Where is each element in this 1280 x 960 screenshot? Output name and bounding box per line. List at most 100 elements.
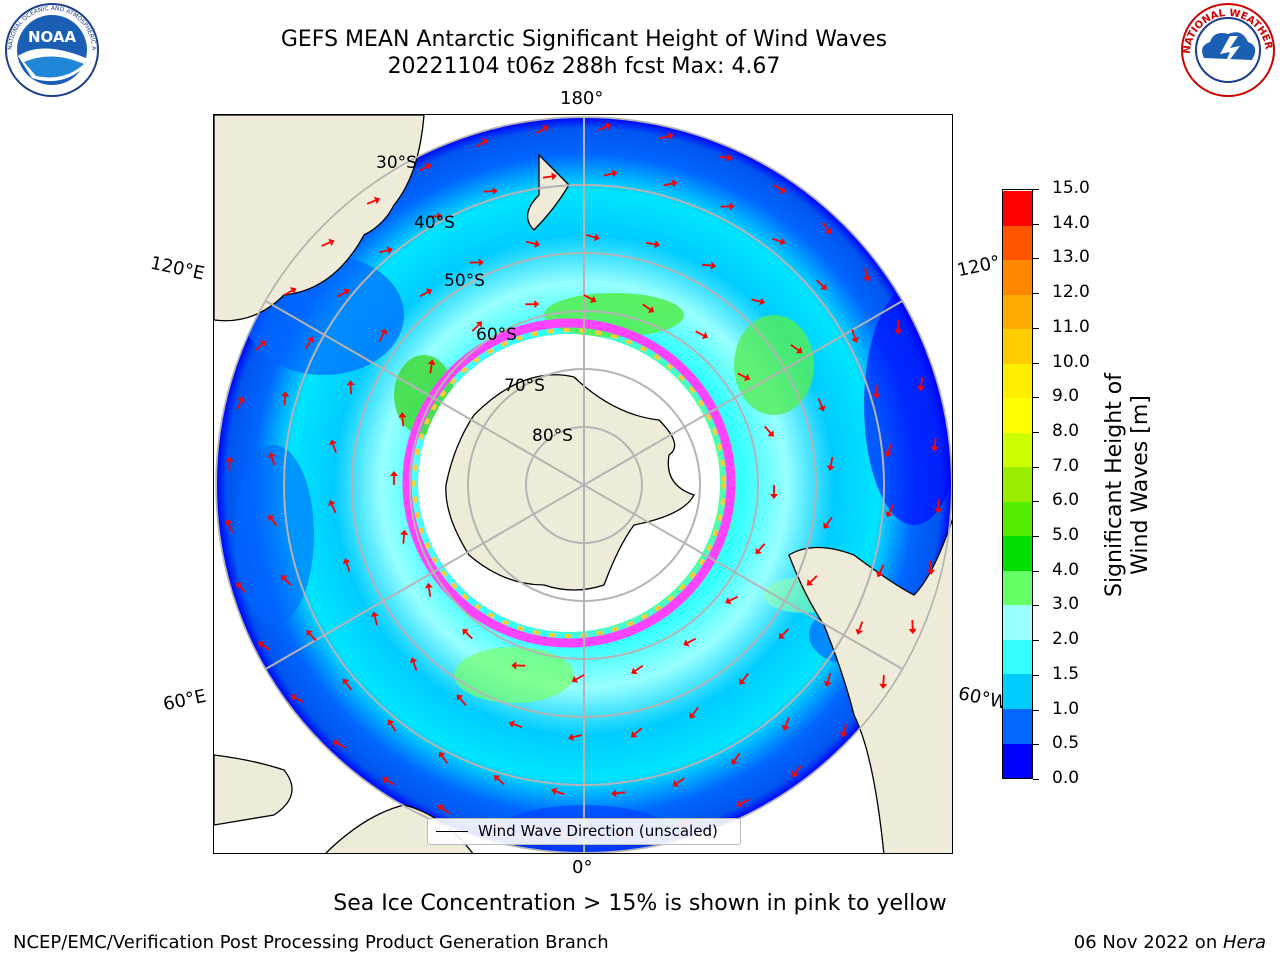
wave-arrow [695, 330, 705, 337]
wave-arrow-head [759, 297, 766, 306]
wave-arrow-head [225, 456, 234, 462]
wave-arrow-head [894, 329, 903, 335]
wave-arrow [887, 443, 893, 453]
wave-arrow-head [508, 720, 515, 728]
wave-arrow [402, 534, 405, 544]
wave-arrow [345, 682, 353, 691]
wave-arrow [790, 344, 799, 351]
wave-arrow [270, 518, 278, 527]
wave-arrow [227, 523, 234, 533]
wave-arrow-head [743, 373, 751, 381]
colorbar-tick-label: 1.5 [1052, 663, 1080, 684]
colorbar-tick-mark [1033, 779, 1039, 780]
wave-arrow [741, 673, 749, 682]
colorbar-tick-mark [1033, 570, 1039, 572]
wave-arrow-head [930, 446, 939, 452]
wave-arrow-head [343, 288, 350, 296]
colorbar-tick-mark [1033, 362, 1039, 364]
wave-arrow [687, 637, 697, 644]
colorbar-tick-mark [1033, 397, 1039, 399]
wave-arrow [642, 303, 651, 311]
wave-arrow [429, 364, 433, 374]
wave-arrow [441, 807, 450, 815]
wave-arrow-head [475, 321, 483, 328]
wave-arrow [294, 696, 304, 703]
legend-line-icon [436, 831, 468, 832]
wave-arrow [483, 190, 493, 193]
wave-direction-arrows [225, 122, 943, 841]
wave-arrow-head [437, 212, 443, 221]
wave-arrow-head [779, 186, 786, 194]
colorbar-segment [1003, 466, 1032, 502]
wave-arrow-head [667, 132, 674, 141]
wave-arrow [822, 222, 829, 231]
wave-arrow-head [823, 680, 832, 687]
wave-arrow [332, 443, 337, 453]
wave-arrow-head [755, 547, 762, 555]
wave-arrow [851, 329, 856, 339]
africa [214, 754, 293, 826]
land [214, 115, 952, 853]
wave-arrow-head [917, 385, 926, 392]
wave-arrow-head [437, 804, 445, 812]
colorbar-segment [1003, 190, 1032, 226]
colorbar-tick-label: 1.0 [1052, 698, 1080, 719]
wave-arrow [238, 585, 247, 594]
wave-arrow-head [342, 558, 351, 565]
wave-arrow [729, 595, 739, 602]
wave-arrow [937, 499, 940, 509]
wave-arrow [236, 400, 243, 410]
wave-arrow-head [806, 579, 814, 586]
wave-arrow [349, 385, 352, 395]
chart-title: GEFS MEAN Antarctic Significant Height o… [280, 27, 888, 52]
wave-arrow [634, 727, 643, 735]
wave-arrow-head [492, 187, 498, 195]
wave-arrow [737, 372, 747, 379]
wave-arrow [378, 332, 385, 342]
wave-arrow [386, 779, 395, 786]
wave-arrow-head [398, 412, 407, 418]
wave-arrow-head [908, 628, 917, 634]
wave-arrow-head [611, 169, 618, 178]
wave-arrow [441, 755, 449, 764]
wave-arrow-head [400, 529, 409, 536]
wave-arrow [882, 674, 885, 684]
wave-arrow-head [739, 678, 746, 685]
wave-arrow [378, 249, 389, 254]
wave-arrow-head [306, 630, 313, 637]
wave-arrow-head [268, 514, 275, 522]
wave-arrow-head [382, 776, 389, 784]
new-zealand [527, 153, 570, 231]
wave-arrow [465, 631, 473, 640]
wave-arrow-head [328, 500, 336, 507]
colorbar-tick-mark [1033, 709, 1039, 711]
wave-arrow [536, 127, 545, 134]
wave-arrow [583, 294, 593, 301]
meridian-label-120w: 120° [955, 251, 1003, 282]
wave-arrow-head [568, 733, 574, 742]
wave-arrow-head [542, 125, 549, 132]
wave-arrow [366, 199, 376, 205]
wave-arrow-head [683, 639, 690, 647]
wave-arrow-head [823, 522, 830, 529]
wave-arrow-head [731, 758, 738, 765]
wave-arrow-head [307, 336, 314, 343]
colorbar-segment [1003, 259, 1032, 295]
colorbar-tick-label: 6.0 [1052, 490, 1080, 511]
wave-arrow-head [727, 153, 733, 162]
colorbar-segment [1003, 294, 1032, 330]
wave-arrow-head [710, 261, 717, 270]
wave-arrow-head [329, 439, 337, 446]
wave-arrow [261, 644, 271, 651]
wave-arrow [634, 664, 644, 672]
wave-arrow-head [571, 675, 578, 683]
wave-arrow [933, 437, 937, 447]
colorbar-segment [1003, 604, 1032, 640]
wave-arrow-head [729, 202, 735, 211]
wave-arrow [751, 298, 761, 303]
wave-arrow [475, 141, 485, 148]
wave-arrow-head [456, 694, 464, 701]
lat-label-70s: 70°S [504, 376, 545, 396]
wave-arrow [733, 752, 741, 762]
wave-arrow [586, 234, 596, 239]
